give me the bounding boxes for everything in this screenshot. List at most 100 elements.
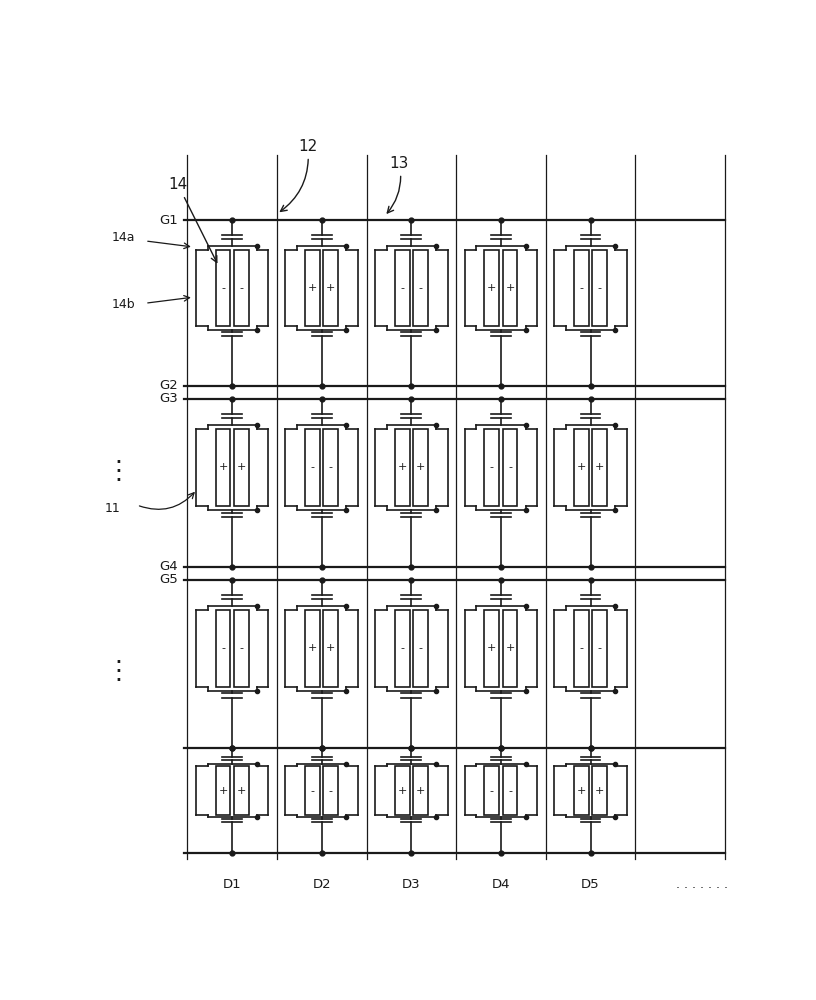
Bar (592, 429, 607, 506)
Text: +: + (416, 786, 425, 796)
Text: -: - (490, 462, 494, 472)
Text: +: + (487, 283, 496, 293)
Bar (305, 766, 320, 815)
Text: -: - (401, 643, 404, 653)
Bar (574, 250, 589, 326)
Bar (395, 429, 410, 506)
Text: -: - (221, 283, 225, 293)
Text: ·: · (114, 469, 122, 493)
Bar (592, 250, 607, 326)
Text: G2: G2 (159, 379, 178, 392)
Text: -: - (329, 462, 333, 472)
Text: +: + (397, 786, 407, 796)
Text: -: - (311, 786, 315, 796)
Bar (323, 766, 339, 815)
Bar (215, 610, 230, 687)
Bar (413, 610, 428, 687)
Text: -: - (579, 643, 583, 653)
Text: -: - (579, 283, 583, 293)
Text: +: + (219, 786, 228, 796)
Text: -: - (239, 643, 243, 653)
Text: ·: · (114, 451, 122, 475)
Text: +: + (595, 786, 605, 796)
Text: +: + (326, 643, 335, 653)
Bar (215, 250, 230, 326)
Text: +: + (487, 643, 496, 653)
Text: -: - (419, 283, 423, 293)
Text: -: - (508, 786, 512, 796)
Bar (574, 610, 589, 687)
Bar (215, 766, 230, 815)
Text: +: + (308, 643, 317, 653)
Text: -: - (239, 283, 243, 293)
Bar (323, 250, 339, 326)
Bar (323, 610, 339, 687)
Bar (503, 610, 517, 687)
Text: +: + (397, 462, 407, 472)
Text: D4: D4 (492, 878, 510, 891)
Bar (305, 610, 320, 687)
Bar (305, 250, 320, 326)
Text: -: - (490, 786, 494, 796)
Text: ·: · (114, 460, 122, 484)
Text: 14a: 14a (112, 231, 135, 244)
Bar (574, 766, 589, 815)
Text: -: - (329, 786, 333, 796)
Bar (574, 429, 589, 506)
Text: D2: D2 (313, 878, 331, 891)
Text: -: - (597, 643, 601, 653)
Bar (485, 429, 499, 506)
Text: ·: · (114, 660, 122, 684)
Bar (503, 250, 517, 326)
Text: G4: G4 (159, 560, 178, 573)
Text: +: + (237, 786, 246, 796)
Text: +: + (308, 283, 317, 293)
Bar (413, 429, 428, 506)
Bar (395, 610, 410, 687)
Bar (234, 429, 249, 506)
Bar (234, 610, 249, 687)
Text: -: - (401, 283, 404, 293)
Text: G5: G5 (159, 573, 178, 586)
Bar (323, 429, 339, 506)
Text: +: + (219, 462, 228, 472)
Text: D1: D1 (223, 878, 242, 891)
Text: -: - (311, 462, 315, 472)
Bar (395, 766, 410, 815)
Text: +: + (505, 283, 515, 293)
Text: +: + (416, 462, 425, 472)
Bar (503, 429, 517, 506)
Text: 11: 11 (105, 502, 121, 515)
Text: -: - (419, 643, 423, 653)
Text: G3: G3 (159, 392, 178, 405)
Text: ·: · (114, 669, 122, 693)
Text: +: + (595, 462, 605, 472)
Bar (503, 766, 517, 815)
Bar (234, 250, 249, 326)
Bar (305, 429, 320, 506)
Text: -: - (508, 462, 512, 472)
Text: +: + (237, 462, 246, 472)
Bar (215, 429, 230, 506)
Bar (413, 766, 428, 815)
Text: +: + (505, 643, 515, 653)
Bar (485, 250, 499, 326)
Text: 13: 13 (388, 156, 409, 213)
Bar (413, 250, 428, 326)
Text: 12: 12 (281, 139, 317, 211)
Text: -: - (221, 643, 225, 653)
Text: . . . . . . .: . . . . . . . (676, 878, 728, 891)
Text: G1: G1 (159, 214, 178, 227)
Bar (395, 250, 410, 326)
Text: -: - (597, 283, 601, 293)
Bar (592, 610, 607, 687)
Text: 14b: 14b (112, 298, 135, 311)
Bar (485, 610, 499, 687)
Bar (485, 766, 499, 815)
Text: ·: · (114, 651, 122, 675)
Text: D3: D3 (402, 878, 421, 891)
Bar (592, 766, 607, 815)
Bar (234, 766, 249, 815)
Text: 14: 14 (168, 177, 217, 262)
Text: D5: D5 (581, 878, 600, 891)
